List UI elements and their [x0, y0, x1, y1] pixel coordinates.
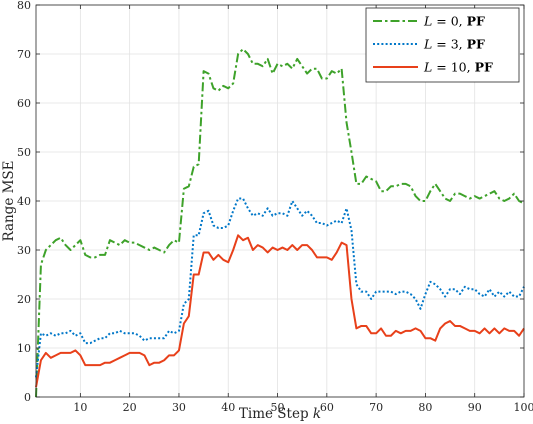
- x-tick-label: 30: [172, 401, 186, 414]
- x-tick-label: 100: [514, 401, 533, 414]
- legend-label-value: = 10,: [432, 60, 474, 75]
- y-tick-label: 70: [17, 48, 31, 61]
- legend-label-variable: L: [423, 60, 432, 75]
- legend-label-2: L = 10, PF: [423, 60, 493, 75]
- x-tick-label: 60: [320, 401, 334, 414]
- x-tick-label: 90: [468, 401, 482, 414]
- x-tick-label: 70: [369, 401, 383, 414]
- x-axis-label-text: Time Step: [239, 406, 313, 422]
- x-tick-label: 50: [271, 401, 285, 414]
- series-layer: [35, 48, 525, 398]
- legend-label-variable: L: [423, 37, 432, 52]
- legend-label-method: PF: [467, 14, 485, 29]
- y-tick-label: 30: [17, 244, 31, 257]
- legend: L = 0, PFL = 3, PFL = 10, PF: [365, 7, 520, 83]
- series-line-1: [35, 197, 525, 378]
- legend-label-1: L = 3, PF: [423, 37, 485, 52]
- x-tick-label: 80: [418, 401, 432, 414]
- x-axis-label: Time Step k: [239, 406, 321, 422]
- legend-label-value: = 3,: [432, 37, 466, 52]
- legend-label-0: L = 0, PF: [423, 14, 485, 29]
- legend-label-variable: L: [423, 14, 432, 29]
- series-line-2: [35, 234, 525, 388]
- y-tick-label: 80: [17, 0, 31, 12]
- series-line-0: [35, 48, 525, 398]
- y-tick-label: 60: [17, 97, 31, 110]
- y-axis-label: Range MSE: [1, 160, 17, 241]
- x-tick-label: 20: [123, 401, 137, 414]
- y-tick-label: 40: [17, 195, 31, 208]
- y-tick-label: 20: [17, 293, 31, 306]
- y-tick-label: 10: [17, 342, 31, 355]
- x-axis-label-variable: k: [313, 406, 321, 422]
- y-tick-label: 50: [17, 146, 31, 159]
- legend-label-value: = 0,: [432, 14, 466, 29]
- legend-label-method: PF: [467, 37, 485, 52]
- axis-ticks: 10 20 30 40 50 60 70 80 90 100 0 10 20 30 40 50 60 70 80: [17, 0, 533, 414]
- x-tick-label: 40: [221, 401, 235, 414]
- legend-label-method: PF: [475, 60, 493, 75]
- x-tick-label: 10: [73, 401, 87, 414]
- y-tick-label: 0: [24, 391, 31, 404]
